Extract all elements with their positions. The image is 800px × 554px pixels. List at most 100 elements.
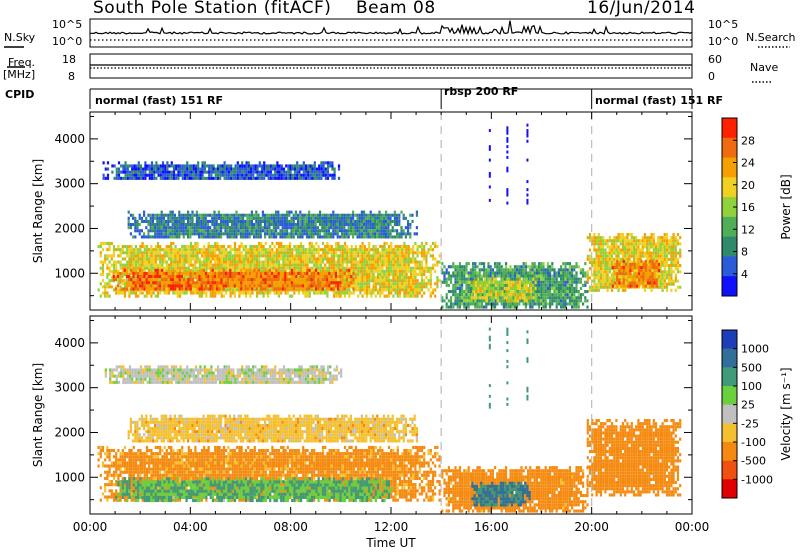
echo-cell — [222, 287, 225, 291]
echo-cell — [202, 284, 205, 288]
echo-cell — [641, 242, 644, 246]
echo-cell — [176, 223, 179, 227]
echo-cell — [593, 273, 596, 277]
echo-cell — [121, 248, 124, 252]
echo-cell — [346, 254, 349, 258]
echo-cell — [247, 251, 250, 255]
echo-cell — [655, 272, 658, 276]
echo-cell — [332, 266, 336, 270]
echo-cell — [162, 232, 165, 236]
echo-cell — [500, 302, 503, 306]
echo-cell — [599, 270, 603, 274]
echo-cell — [401, 285, 404, 289]
echo-cell — [268, 284, 271, 288]
echo-cell — [520, 268, 523, 272]
echo-cell — [149, 216, 152, 220]
echo-cell — [436, 263, 439, 267]
echo-cell — [540, 262, 543, 266]
echo-cell — [273, 278, 276, 282]
echo-cell — [326, 254, 329, 258]
echo-cell — [151, 235, 154, 239]
echo-cell — [635, 248, 638, 252]
echo-cell — [156, 294, 160, 298]
echo-cell — [365, 269, 369, 273]
echo-cell — [313, 291, 316, 295]
echo-cell — [665, 276, 669, 280]
echo-cell — [171, 216, 174, 220]
echo-cell — [192, 266, 195, 270]
echo-cell — [447, 265, 450, 269]
echo-cell — [542, 283, 545, 287]
echo-cell — [306, 294, 309, 298]
echo-cell — [613, 242, 616, 246]
echo-cell — [167, 287, 170, 291]
echo-cell — [172, 284, 175, 288]
echo-cell — [492, 293, 495, 297]
echo-cell — [154, 216, 157, 220]
echo-cell — [181, 266, 184, 270]
echo-cell — [434, 241, 437, 245]
echo-cell — [229, 284, 232, 288]
echo-cell — [418, 288, 421, 292]
echo-cell — [676, 233, 680, 237]
echo-cell — [332, 285, 336, 289]
echo-cell — [139, 266, 142, 270]
echo-cell — [553, 293, 556, 297]
echo-cell — [500, 271, 503, 275]
echo-cell — [222, 278, 225, 282]
echo-cell — [148, 263, 151, 267]
echo-cell — [167, 271, 170, 275]
echo-cell — [299, 266, 303, 270]
echo-cell — [381, 269, 384, 273]
echo-cell — [418, 266, 421, 270]
echo-cell — [463, 296, 466, 300]
echo-cell — [629, 278, 632, 282]
echo-cell — [299, 269, 303, 273]
echo-cell — [672, 233, 675, 237]
echo-cell — [346, 291, 349, 295]
echo-cell — [183, 257, 186, 261]
echo-cell — [126, 248, 129, 252]
echo-cell — [496, 271, 499, 275]
echo-cell — [225, 291, 228, 295]
echo-cell — [348, 291, 351, 295]
echo-cell — [313, 254, 316, 258]
echo-cell — [341, 266, 344, 270]
echo-cell — [418, 272, 421, 276]
echo-cell — [525, 277, 528, 281]
echo-cell — [485, 305, 488, 309]
echo-cell — [445, 283, 448, 287]
echo-cell — [357, 248, 360, 252]
echo-cell — [494, 280, 497, 284]
echo-cell — [571, 296, 574, 300]
echo-cell — [652, 248, 655, 252]
echo-cell — [108, 241, 111, 245]
echo-cell — [407, 282, 410, 286]
echo-cell — [392, 248, 395, 252]
echo-cell — [575, 274, 578, 278]
echo-cell — [431, 291, 435, 295]
echo-cell — [372, 288, 375, 292]
echo-cell — [621, 257, 625, 261]
echo-cell — [108, 266, 111, 270]
echo-cell — [284, 254, 287, 258]
echo-cell — [205, 254, 208, 258]
echo-cell — [425, 260, 428, 264]
echo-cell — [608, 270, 611, 274]
echo-cell — [445, 296, 448, 300]
echo-cell — [151, 213, 154, 217]
echo-cell — [194, 269, 197, 273]
echo-cell — [674, 276, 677, 280]
echo-cell — [365, 276, 369, 280]
echo-cell — [534, 296, 537, 300]
echo-cell — [348, 281, 351, 285]
echo-cell — [244, 266, 248, 270]
echo-cell — [438, 260, 441, 264]
echo-cell — [405, 294, 408, 298]
echo-cell — [606, 254, 609, 258]
echo-cell — [361, 263, 364, 267]
echo-cell — [231, 291, 234, 295]
echo-cell — [492, 287, 495, 291]
echo-cell — [147, 284, 150, 288]
echo-cell — [264, 241, 267, 245]
